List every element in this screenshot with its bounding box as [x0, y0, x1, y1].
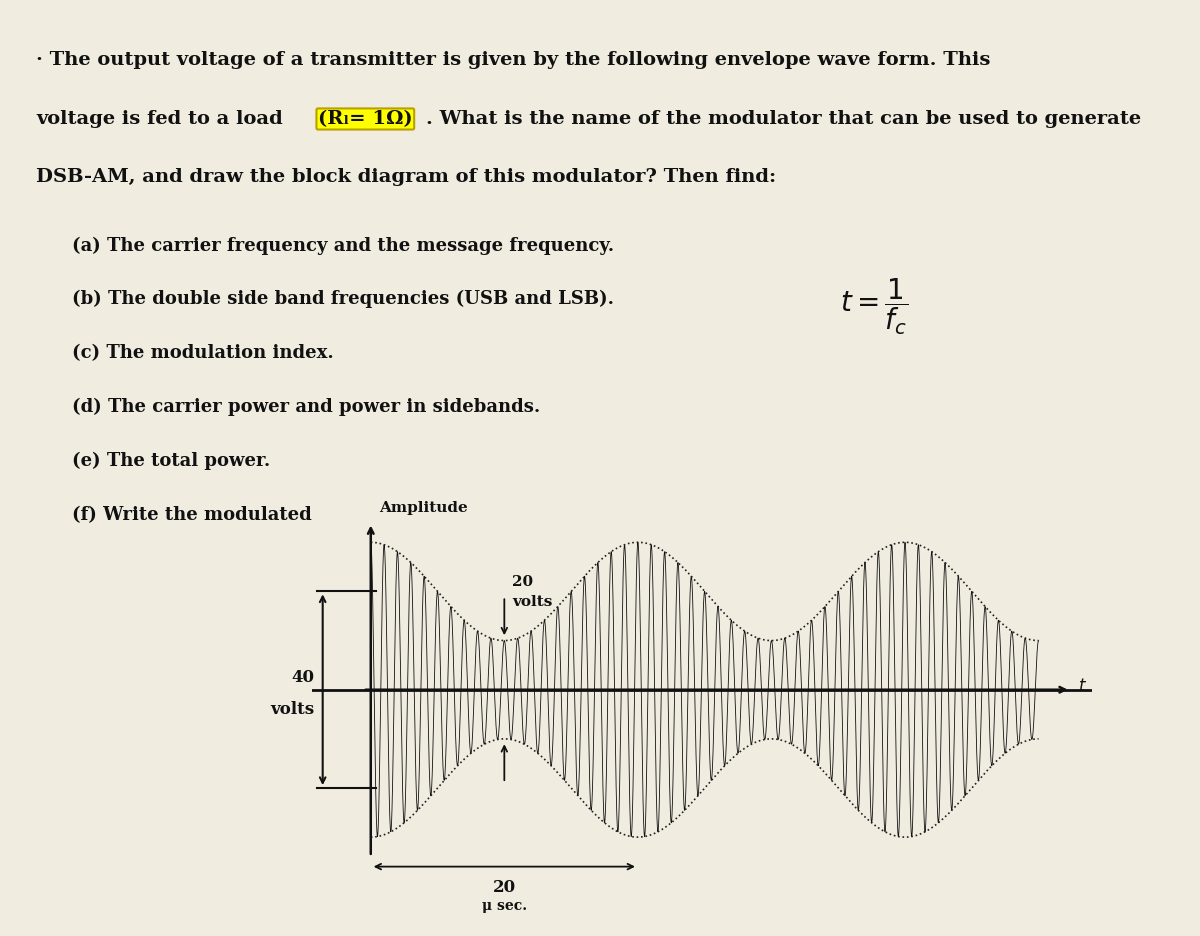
Text: μ sec.: μ sec.: [481, 899, 527, 913]
Text: 40: 40: [292, 669, 314, 686]
Text: $t = \dfrac{1}{f_c}$: $t = \dfrac{1}{f_c}$: [840, 276, 908, 337]
Text: (Rₗ= 1Ω): (Rₗ= 1Ω): [318, 110, 413, 128]
Text: (c) The modulation index.: (c) The modulation index.: [72, 344, 334, 362]
Text: t: t: [1079, 677, 1085, 695]
Text: . What is the name of the modulator that can be used to generate: . What is the name of the modulator that…: [426, 110, 1141, 128]
Text: · The output voltage of a transmitter is given by the following envelope wave fo: · The output voltage of a transmitter is…: [36, 51, 990, 69]
Text: Amplitude: Amplitude: [379, 502, 468, 515]
Text: (a) The carrier frequency and the message frequency.: (a) The carrier frequency and the messag…: [72, 236, 614, 255]
Text: volts: volts: [512, 594, 553, 608]
Text: DSB-AM, and draw the block diagram of this modulator? Then find:: DSB-AM, and draw the block diagram of th…: [36, 168, 776, 186]
Text: (b) The double side band frequencies (USB and LSB).: (b) The double side band frequencies (US…: [72, 290, 614, 308]
Text: volts: volts: [270, 701, 314, 718]
Text: (d) The carrier power and power in sidebands.: (d) The carrier power and power in sideb…: [72, 398, 540, 416]
Text: 20: 20: [493, 879, 516, 896]
Text: 20: 20: [512, 575, 534, 589]
Text: (f) Write the modulated wave equation at the output of the transmitter.: (f) Write the modulated wave equation at…: [72, 505, 793, 523]
Text: (e) The total power.: (e) The total power.: [72, 451, 270, 470]
Text: voltage is fed to a load: voltage is fed to a load: [36, 110, 289, 128]
